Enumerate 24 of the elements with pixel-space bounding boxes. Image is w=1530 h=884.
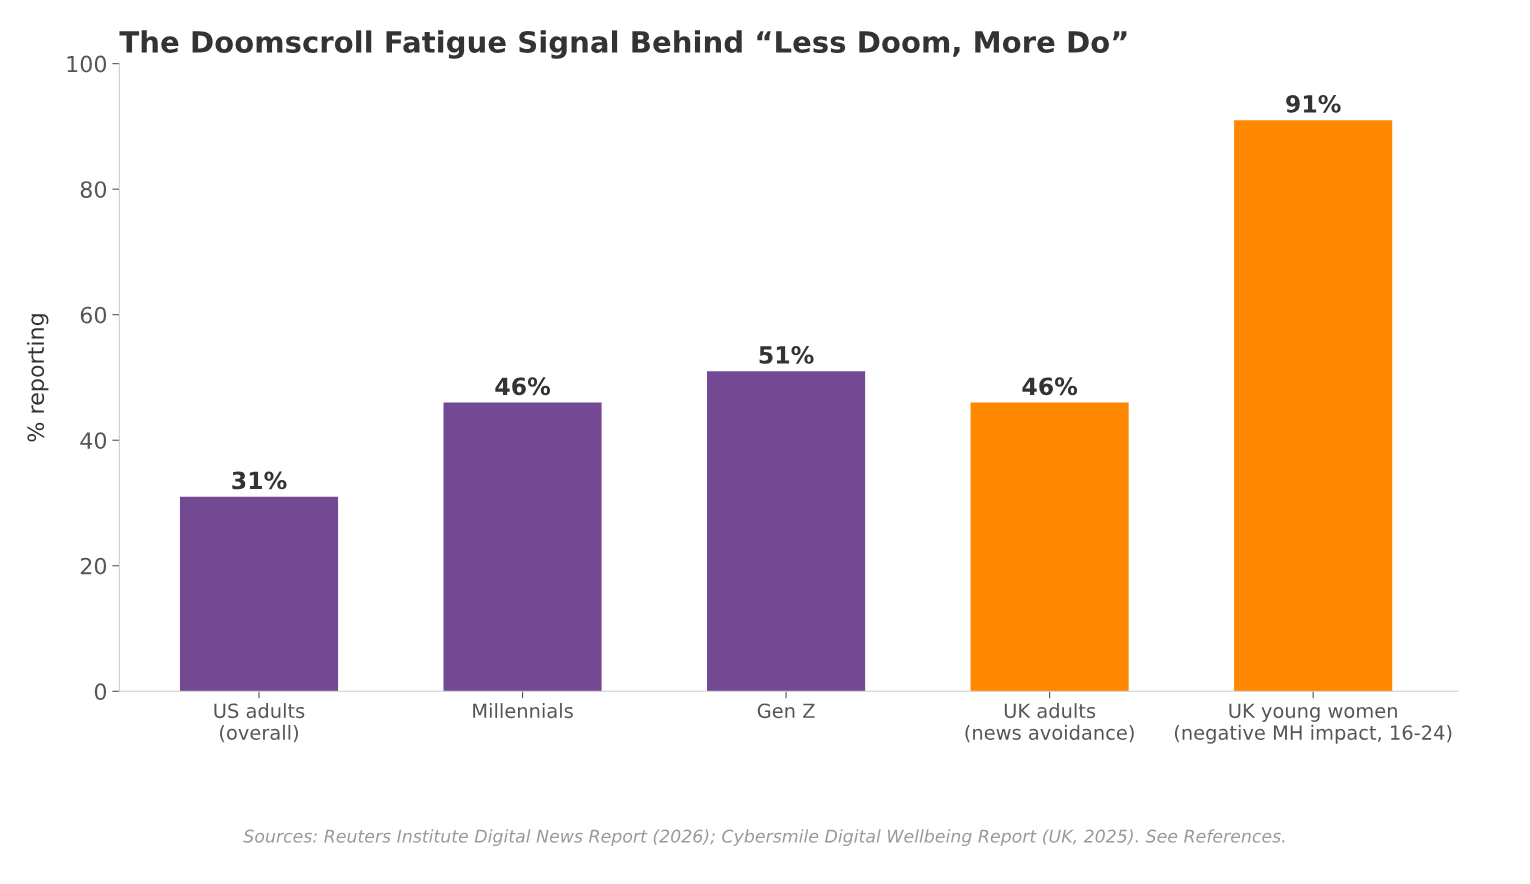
data-label: 46% xyxy=(1022,377,1078,396)
y-tick-label: 80 xyxy=(80,181,107,198)
x-tick-label: UK adults (news avoidance) xyxy=(965,703,1134,743)
x-tick-label: Gen Z xyxy=(757,703,815,719)
bar xyxy=(443,402,602,692)
x-tick-label: US adults (overall) xyxy=(214,703,305,743)
bar xyxy=(707,371,866,692)
y-axis-title: % reporting xyxy=(26,314,49,442)
bar xyxy=(970,402,1129,692)
bar xyxy=(1234,120,1393,692)
source-note: Sources: Reuters Institute Digital News Report (2026); Cybersmile Digital Wellbeing Report (UK, 2025). See References. xyxy=(243,829,1285,847)
chart-title: The Doomscroll Fatigue Signal Behind “Less Doom, More Do” xyxy=(119,30,1127,59)
bar xyxy=(179,496,339,692)
y-tick-label: 20 xyxy=(80,557,107,575)
x-tick-label: UK young women (negative MH impact, 16-24) xyxy=(1174,703,1452,744)
data-label: 91% xyxy=(1286,94,1341,113)
y-tick-label: 0 xyxy=(94,683,107,701)
y-tick-label: 40 xyxy=(80,432,107,449)
x-tick-label: Millennials xyxy=(473,703,573,719)
y-tick-label: 100 xyxy=(67,55,107,73)
data-label: 46% xyxy=(495,377,551,396)
data-label: 51% xyxy=(759,345,814,364)
data-label: 31% xyxy=(232,471,287,490)
y-tick-label: 60 xyxy=(80,306,107,324)
